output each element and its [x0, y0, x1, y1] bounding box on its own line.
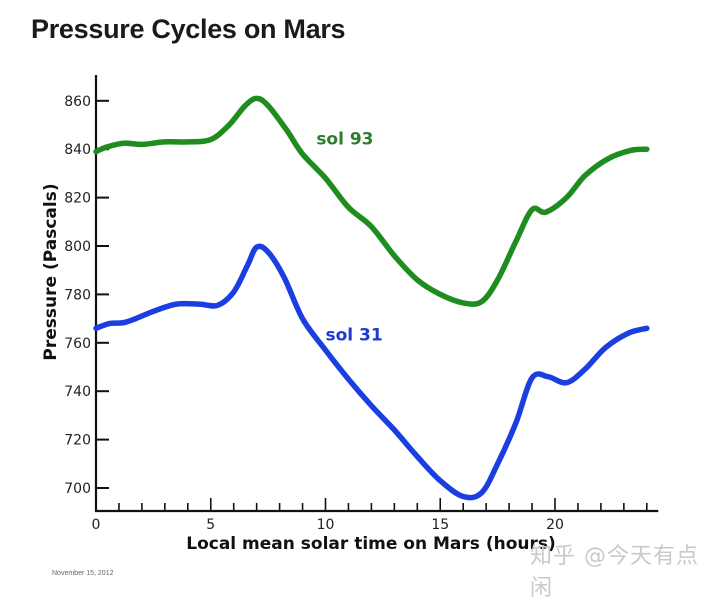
series-label-sol-31: sol 31: [326, 325, 383, 345]
axes: 700 720 740 760 780 800 820 840 860 0 5 10 15 20: [64, 75, 659, 533]
watermark: 知乎 @今天有点闲: [530, 544, 699, 601]
y-tick-label: 700: [64, 481, 91, 497]
series-lines: [93, 95, 650, 501]
y-tick-label: 780: [64, 287, 91, 303]
y-tick-label: 820: [64, 191, 91, 207]
series-line-sol-93: [93, 95, 650, 307]
pressure-chart: 700 720 740 760 780 800 820 840 860 0 5 10 15 20 sol …: [41, 75, 659, 554]
x-axis-label: Local mean solar time on Mars (hours): [186, 534, 556, 554]
page-title: Pressure Cycles on Mars: [31, 14, 346, 44]
x-tick-label: 5: [206, 517, 215, 533]
y-tick-label: 720: [64, 433, 91, 449]
x-tick-label: 20: [546, 517, 564, 533]
x-tick-label: 15: [431, 517, 449, 533]
y-tick-label: 860: [64, 94, 91, 110]
series-labels: sol 93 sol 31: [316, 129, 382, 345]
y-tick-label: 760: [64, 336, 91, 352]
x-tick-label: 10: [317, 517, 335, 533]
y-tick-label: 840: [64, 142, 91, 158]
y-tick-label: 800: [64, 239, 91, 255]
series-line-sol-31: [93, 243, 650, 501]
y-axis-label: Pressure (Pascals): [41, 183, 61, 360]
series-label-sol-93: sol 93: [316, 129, 373, 149]
x-tick-label: 0: [92, 517, 101, 533]
y-tick-label: 740: [64, 384, 91, 400]
footnote-date: November 15, 2012: [52, 570, 114, 577]
